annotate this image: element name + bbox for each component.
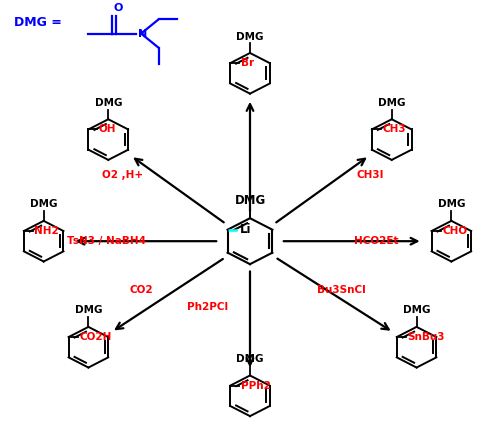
Text: DMG: DMG xyxy=(236,354,264,364)
Text: DMG: DMG xyxy=(438,199,465,209)
Text: CH3: CH3 xyxy=(382,125,406,134)
Text: CO2: CO2 xyxy=(130,285,153,295)
Text: Ph2PCl: Ph2PCl xyxy=(186,302,228,312)
Text: O2 ,H+: O2 ,H+ xyxy=(102,170,143,180)
Text: N: N xyxy=(138,29,147,39)
Text: DMG =: DMG = xyxy=(14,16,62,29)
Text: OH: OH xyxy=(99,125,116,134)
Text: SnBu3: SnBu3 xyxy=(407,332,445,342)
Text: DMG: DMG xyxy=(234,194,266,207)
Text: DMG: DMG xyxy=(378,98,406,108)
Text: Bu3SnCl: Bu3SnCl xyxy=(317,285,366,295)
Text: DMG: DMG xyxy=(94,98,122,108)
Text: NH2: NH2 xyxy=(34,226,59,236)
Text: TsN3 / NaBH4: TsN3 / NaBH4 xyxy=(66,236,146,246)
Text: CHO: CHO xyxy=(442,226,467,236)
Text: PPh2: PPh2 xyxy=(240,381,270,391)
Text: CH3I: CH3I xyxy=(357,170,384,180)
Text: DMG: DMG xyxy=(74,306,102,315)
Text: DMG: DMG xyxy=(236,31,264,42)
Text: DMG: DMG xyxy=(30,199,58,209)
Text: DMG: DMG xyxy=(403,306,430,315)
Text: HCO2Et: HCO2Et xyxy=(354,236,399,246)
Text: CO2H: CO2H xyxy=(79,332,112,342)
Text: Li: Li xyxy=(240,223,252,236)
Text: O: O xyxy=(114,3,123,13)
Text: Br: Br xyxy=(240,58,254,68)
